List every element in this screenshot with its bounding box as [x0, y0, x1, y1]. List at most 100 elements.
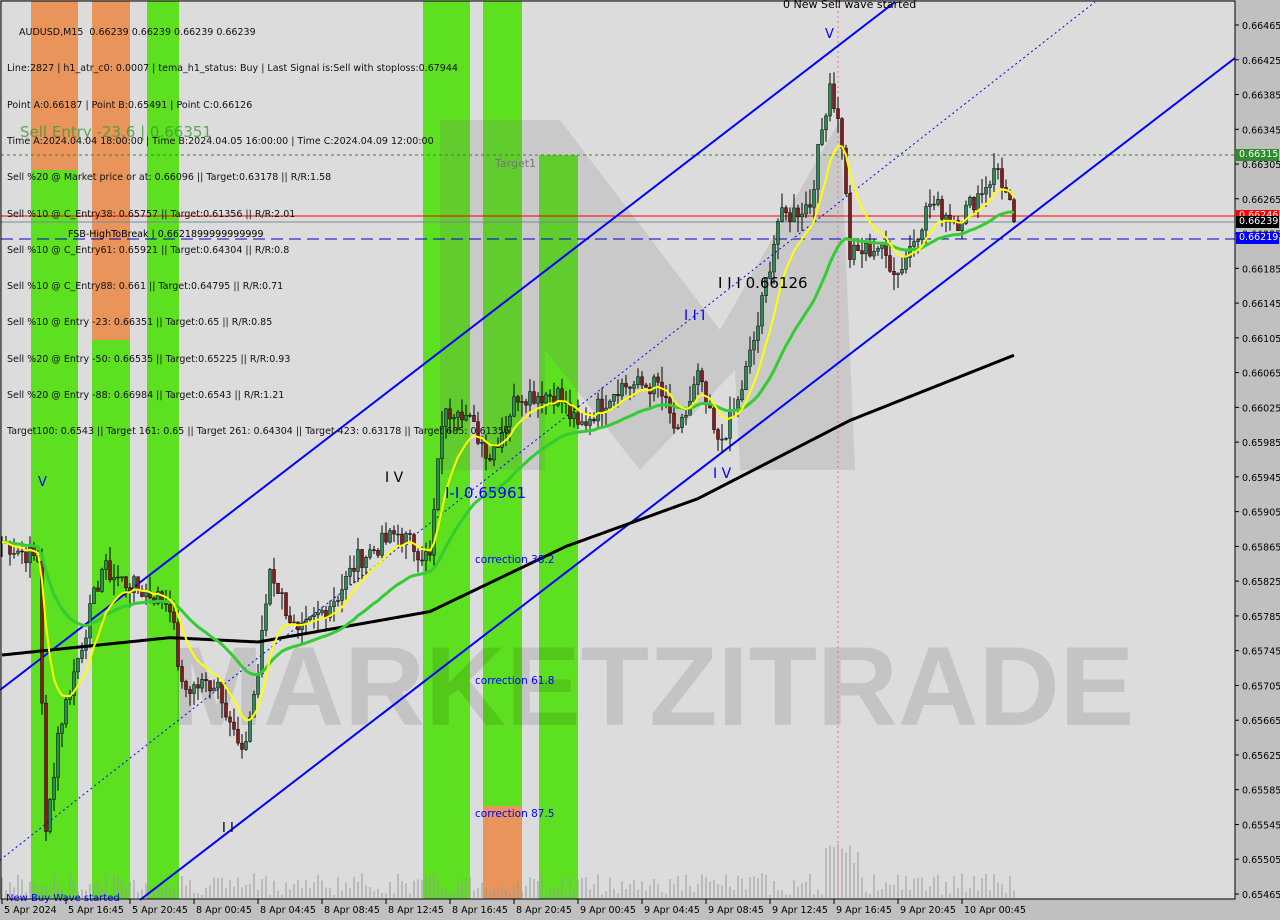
candle-body: [704, 381, 708, 405]
candle-body: [168, 604, 172, 613]
candle-body: [852, 244, 856, 260]
y-tick-label: 0.65505: [1242, 855, 1280, 866]
candle-body: [24, 551, 28, 564]
candle-body: [716, 429, 720, 440]
candle-body: [60, 723, 64, 734]
candle-body: [916, 239, 920, 242]
plot-frame: [0, 0, 1236, 900]
candle-body: [768, 271, 772, 279]
candle-body: [900, 269, 904, 274]
candle-body: [48, 799, 52, 832]
lower-channel-line[interactable]: [139, 57, 1236, 901]
sell-zone: [483, 806, 522, 899]
candle-body: [480, 442, 484, 444]
candle-body: [340, 589, 344, 601]
candle-body: [332, 601, 336, 607]
x-tick-label: 5 Apr 2024: [4, 905, 57, 916]
candle-body: [448, 408, 452, 420]
candle-body: [856, 244, 860, 251]
candle-body: [376, 550, 380, 556]
candle-body: [544, 394, 548, 404]
upper-channel-line[interactable]: [0, 1, 896, 691]
candle-body: [724, 438, 728, 440]
candle-body: [380, 532, 384, 556]
candle-body: [988, 184, 992, 188]
candle-body: [256, 673, 260, 695]
x-tick-label: 5 Apr 20:45: [132, 905, 188, 916]
info-line: Sell %10 @ C_Entry61: 0.65921 || Target:…: [7, 244, 290, 256]
candle-body: [344, 576, 348, 590]
correction-87-label: correction 87.5: [475, 808, 554, 820]
time-axis[interactable]: 5 Apr 2024 5 Apr 16:45 5 Apr 20:45 8 Apr 00…: [1, 899, 1026, 916]
candle-body: [180, 666, 184, 682]
candle-body: [892, 271, 896, 276]
candle-body: [848, 193, 852, 260]
candle-body: [428, 551, 432, 556]
info-line: Sell %20 @ Market price or at: 0.66096 |…: [7, 172, 332, 184]
info-line: Point A:0.66187 | Point B:0.65491 | Poin…: [7, 99, 253, 111]
y-tick-label: 0.65465: [1242, 890, 1280, 901]
middle-channel-line: [0, 1, 1096, 861]
candle-body: [204, 679, 208, 681]
candle-body: [156, 591, 160, 604]
price-axis[interactable]: 0.66465 0.66425 0.66385 0.66345 0.66305 0.662…: [1235, 21, 1280, 901]
candle-body: [812, 188, 816, 208]
candle-body: [800, 213, 804, 218]
candle-body: [644, 384, 648, 388]
candle-body: [860, 250, 864, 255]
candle-body: [632, 384, 636, 389]
candle-body: [940, 199, 944, 220]
new-sell-wave-label: 0 New Sell wave started: [783, 0, 916, 11]
candle-body: [748, 349, 752, 367]
candle-body: [288, 615, 292, 624]
candle-body: [420, 559, 424, 562]
y-tick-label: 0.65665: [1242, 716, 1280, 727]
candle-body: [1012, 199, 1016, 222]
y-tick-label: 0.65825: [1242, 577, 1280, 588]
current-price-tag: 0.66239: [1236, 216, 1279, 228]
x-tick-label: 8 Apr 04:45: [260, 905, 316, 916]
candle-body: [16, 550, 20, 554]
sell-entry-overlay-label: Sell Entry -23.6 | 0.66351: [20, 123, 212, 141]
candle-body: [676, 427, 680, 429]
candle-body: [308, 616, 312, 620]
candle-body: [528, 391, 532, 406]
candle-body: [356, 549, 360, 572]
candle-body: [104, 560, 108, 570]
y-tick-label: 0.66065: [1242, 369, 1280, 380]
candle-body: [820, 129, 824, 145]
candle-body: [752, 340, 756, 351]
candle-body: [572, 412, 576, 419]
candle-body: [576, 412, 580, 425]
candle-body: [696, 370, 700, 385]
x-tick-label: 9 Apr 12:45: [772, 905, 828, 916]
candle-body: [960, 223, 964, 231]
candle-body: [488, 458, 492, 461]
candle-body: [540, 396, 544, 404]
candle-body: [568, 402, 572, 419]
candle-body: [76, 658, 80, 673]
candle-body: [612, 393, 616, 402]
info-line: Sell %20 @ Entry -50: 0.66535 || Target:…: [7, 353, 291, 365]
candle-body: [928, 203, 932, 207]
candle-body: [116, 576, 120, 579]
wave-ii-label: I I: [222, 821, 234, 836]
candle-body: [796, 207, 800, 218]
wave-iii-label: I I I 0.66126: [718, 274, 808, 292]
candle-body: [720, 438, 724, 441]
y-tick-label: 0.65625: [1242, 751, 1280, 762]
candle-body: [780, 207, 784, 222]
candle-body: [208, 680, 212, 692]
candle-body: [740, 389, 744, 400]
candle-body: [492, 446, 496, 461]
y-tick-label: 0.65745: [1242, 647, 1280, 658]
info-line: Time A:2024.04.04 18:00:00 | Time B:2024…: [7, 136, 434, 148]
candle-body: [672, 412, 676, 429]
candle-body: [248, 716, 252, 742]
info-line: Sell %10 @ C_Entry38: 0.65757 || Target:…: [7, 208, 296, 220]
candle-body: [936, 199, 940, 205]
candle-body: [444, 408, 448, 427]
candle-body: [532, 391, 536, 404]
blue-price-tag: 0.66219: [1236, 232, 1279, 244]
